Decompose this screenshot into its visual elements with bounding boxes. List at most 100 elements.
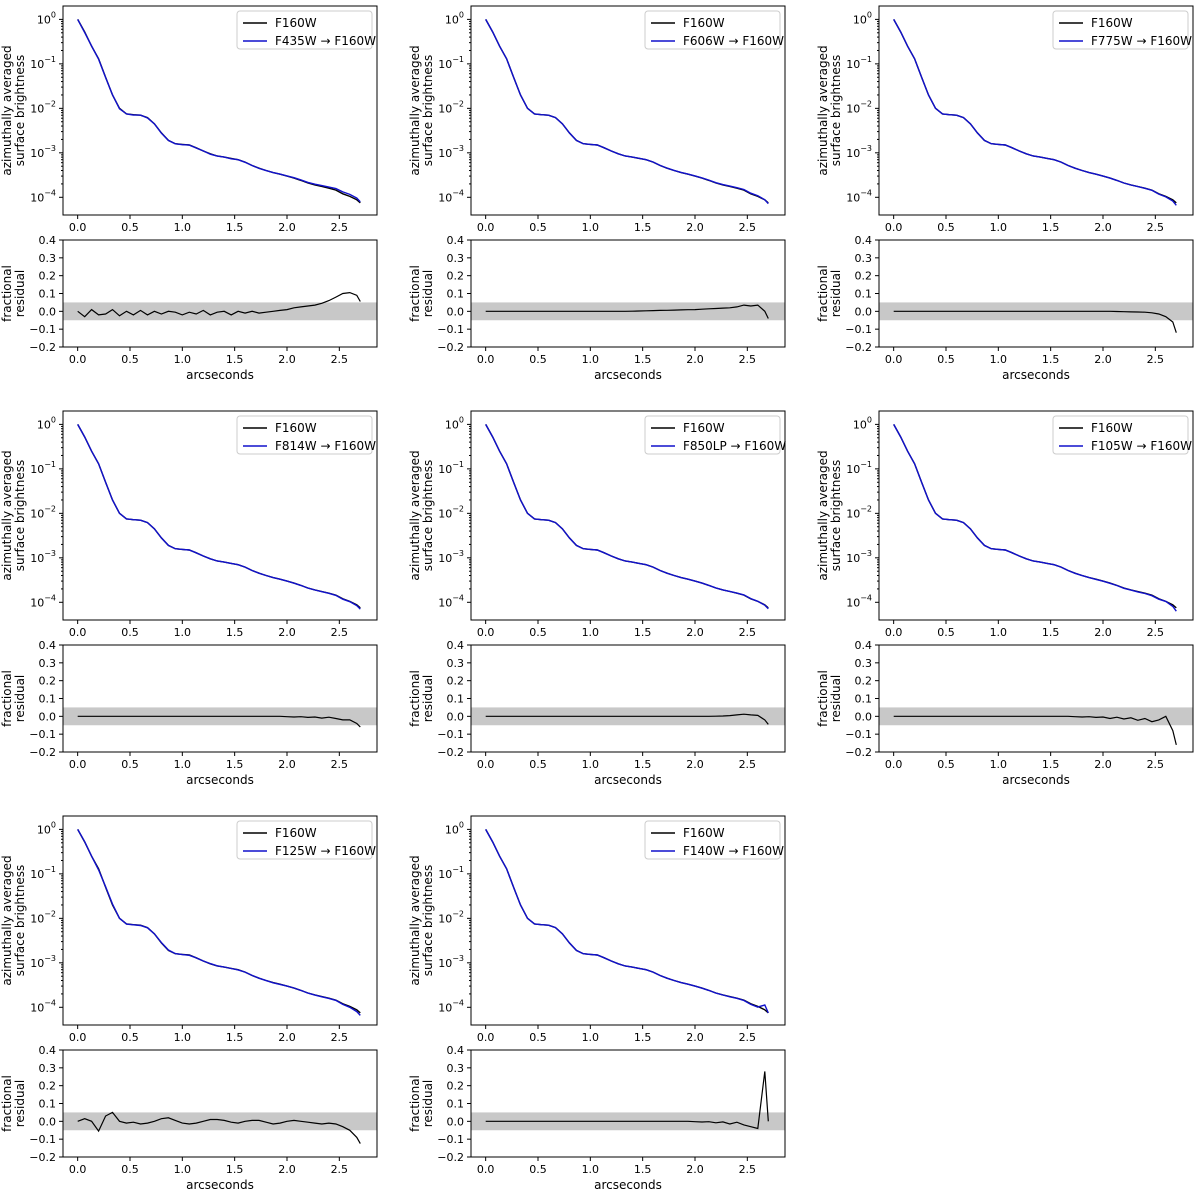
top-x-tick-label: 0.5 [121,1031,139,1044]
y-tick-base: 10 [37,823,51,836]
residual-x-tick-label: 2.5 [331,1163,349,1176]
bottom-axes-frame [470,1049,786,1158]
top-y-axis-label-line2: surface brightness [421,865,435,976]
y-tick-label: 100 [445,10,464,26]
series-line-converted [485,424,769,610]
series-line-converted [893,424,1177,612]
y-tick-base: 10 [30,868,44,881]
y-tick-label: 10−1 [438,460,464,476]
y-tick-label: 10−2 [438,909,464,925]
top-x-tick-label: 2.0 [686,626,704,639]
top-x-tick-label: 0.0 [477,1031,495,1044]
top-x-tick-label: 1.5 [226,221,244,234]
x-axis-label: arcseconds [1002,368,1070,382]
top-x-tick-label: 2.5 [739,1031,757,1044]
x-axis-label: arcseconds [186,1178,254,1192]
residual-y-tick-label: −0.1 [437,323,464,336]
y-tick-exponent: 0 [51,415,56,424]
residual-line [77,715,361,728]
residual-y-tick-label: −0.1 [29,1133,56,1146]
residual-x-tick-label: 1.0 [174,353,192,366]
y-tick-exponent: −2 [452,504,464,513]
y-tick-label: 10−2 [846,504,872,520]
residual-x-tick-label: 0.5 [529,758,547,771]
residual-x-tick-label: 0.0 [477,758,495,771]
residual-y-axis-label-line2: residual [13,270,27,318]
y-tick-exponent: −4 [44,593,56,602]
top-x-tick-label: 1.5 [226,1031,244,1044]
residual-y-tick-label: 0.1 [855,288,873,301]
top-y-axis-label-line2: surface brightness [829,460,843,571]
y-tick-base: 10 [846,191,860,204]
residual-x-tick-label: 1.5 [226,353,244,366]
y-tick-base: 10 [445,13,459,26]
y-tick-base: 10 [438,1001,452,1014]
top-x-tick-label: 2.0 [278,221,296,234]
residual-x-tick-label: 2.0 [278,758,296,771]
residual-y-tick-label: 0.0 [39,1115,57,1128]
residual-y-tick-label: 0.1 [447,288,465,301]
top-x-tick-label: 1.5 [634,221,652,234]
x-axis-label: arcseconds [594,773,662,787]
residual-x-tick-label: 1.5 [1042,758,1060,771]
residual-x-tick-label: 0.5 [529,1163,547,1176]
top-y-axis-label-line2: surface brightness [13,460,27,571]
top-x-tick-label: 1.5 [226,626,244,639]
residual-y-tick-label: 0.4 [39,1044,57,1057]
residual-x-tick-label: 2.5 [739,353,757,366]
legend-box [236,415,373,455]
y-tick-base: 10 [438,102,452,115]
residual-x-tick-label: 0.0 [69,1163,87,1176]
y-tick-base: 10 [853,13,867,26]
residual-x-tick-label: 1.0 [990,353,1008,366]
top-x-tick-label: 0.5 [121,221,139,234]
series-line-converted [893,19,1177,206]
y-tick-label: 10−3 [438,144,464,160]
top-x-tick-label: 1.5 [634,1031,652,1044]
residual-y-axis-label-line1: fractional [816,670,830,727]
top-y-axis-label-line2: surface brightness [421,460,435,571]
residual-y-tick-label: 0.4 [855,234,873,247]
y-tick-base: 10 [846,147,860,160]
x-axis-label: arcseconds [594,1178,662,1192]
residual-y-axis-label-line2: residual [13,675,27,723]
top-x-tick-label: 0.5 [529,626,547,639]
y-tick-exponent: −4 [452,998,464,1007]
y-tick-base: 10 [30,957,44,970]
y-tick-label: 10−1 [30,55,56,71]
y-tick-label: 10−1 [30,460,56,476]
top-x-tick-label: 2.0 [278,626,296,639]
y-tick-label: 10−1 [438,865,464,881]
residual-y-tick-label: 0.2 [855,270,873,283]
y-tick-base: 10 [438,463,452,476]
y-tick-base: 10 [846,596,860,609]
residual-x-tick-label: 0.0 [885,353,903,366]
residual-x-tick-label: 0.5 [121,1163,139,1176]
top-x-tick-label: 0.5 [529,221,547,234]
legend-box [644,820,781,860]
residual-y-tick-label: 0.1 [855,693,873,706]
y-tick-exponent: −1 [44,865,56,874]
residual-y-axis-label-line2: residual [829,675,843,723]
residual-y-tick-label: −0.2 [845,746,872,759]
top-y-axis-label-line2: surface brightness [13,55,27,166]
series-line-converted [77,424,361,610]
residual-x-tick-label: 0.0 [69,353,87,366]
y-tick-label: 10−3 [30,549,56,565]
y-tick-label: 10−4 [846,593,872,609]
legend-label-reference: F160W [683,16,725,30]
residual-y-tick-label: 0.2 [447,1080,465,1093]
y-tick-label: 10−3 [438,549,464,565]
residual-x-tick-label: 2.0 [686,353,704,366]
residual-line [77,1111,361,1144]
y-tick-base: 10 [30,102,44,115]
residual-y-tick-label: −0.1 [437,728,464,741]
residual-y-axis-label-line1: fractional [0,1075,14,1132]
residual-y-tick-label: 0.4 [447,639,465,652]
y-tick-label: 10−3 [846,549,872,565]
y-tick-label: 10−3 [30,954,56,970]
